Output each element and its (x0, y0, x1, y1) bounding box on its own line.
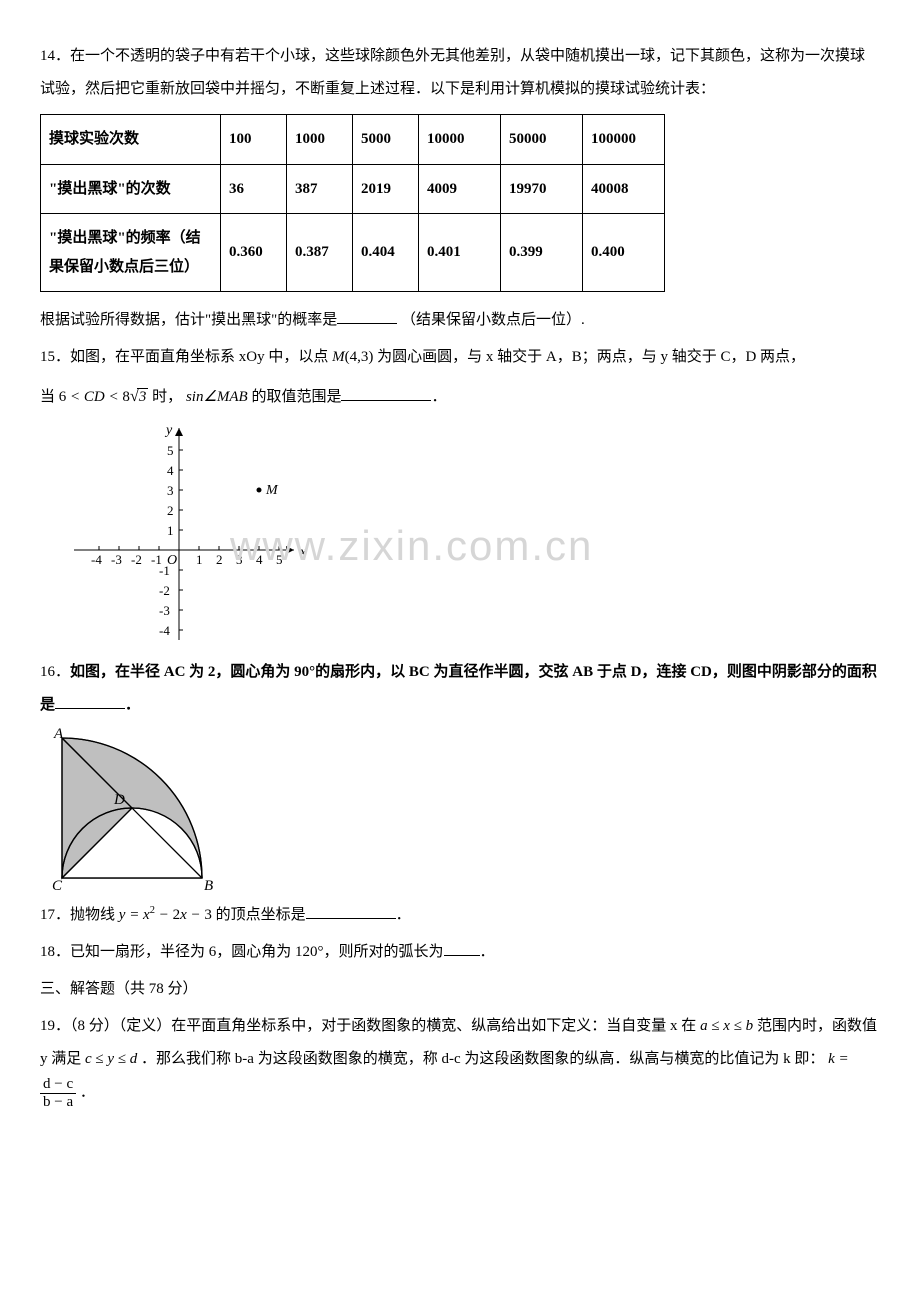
cell: 0.360 (221, 214, 287, 292)
svg-text:4: 4 (256, 552, 263, 567)
q14-table: 摸球实验次数 100 1000 5000 10000 50000 100000 … (40, 114, 665, 292)
svg-text:-3: -3 (111, 552, 122, 567)
row-header: "摸出黑球"的频率（结果保留小数点后三位） (41, 214, 221, 292)
fraction: d − c b − a (40, 1076, 76, 1110)
cell: 0.387 (287, 214, 353, 292)
cell: 40008 (583, 164, 665, 214)
q14-text2: 根据试验所得数据，估计"摸出黑球"的概率是 （结果保留小数点后一位）. (40, 304, 880, 337)
svg-text:A: A (53, 728, 64, 742)
cell: 36 (221, 164, 287, 214)
cell: 0.399 (501, 214, 583, 292)
cell: 5000 (353, 115, 419, 165)
cell: 0.404 (353, 214, 419, 292)
cell: 100 (221, 115, 287, 165)
svg-text:1: 1 (196, 552, 203, 567)
blank (444, 941, 480, 956)
sin-expr: sin∠MAB (186, 389, 248, 405)
cell: 387 (287, 164, 353, 214)
blank (337, 309, 397, 324)
table-row: 摸球实验次数 100 1000 5000 10000 50000 100000 (41, 115, 665, 165)
row-header: "摸出黑球"的次数 (41, 164, 221, 214)
cell: 0.401 (419, 214, 501, 292)
svg-text:C: C (52, 878, 63, 893)
blank (341, 386, 431, 401)
cell: 0.400 (583, 214, 665, 292)
svg-text:B: B (204, 878, 213, 893)
k-eq: k = (828, 1051, 849, 1067)
q15-coordinate-figure: -4-3-2-112345 12345-1-2-3-4 O x y M (64, 420, 404, 650)
svg-text:2: 2 (167, 503, 174, 518)
svg-text:3: 3 (236, 552, 243, 567)
origin-label: O (167, 553, 177, 568)
svg-text:3: 3 (167, 483, 174, 498)
q16-num: 16． (40, 664, 70, 680)
q19-num: 19． (40, 1018, 70, 1034)
m-point: M(4,3) (332, 349, 373, 365)
q15-line1: 15．如图，在平面直角坐标系 xOy 中，以点 M(4,3) 为圆心画圆，与 x… (40, 341, 880, 374)
cell: 4009 (419, 164, 501, 214)
svg-text:-4: -4 (159, 623, 170, 638)
row-header: 摸球实验次数 (41, 115, 221, 165)
q17-num: 17． (40, 907, 70, 923)
svg-text:D: D (113, 792, 125, 808)
cell: 1000 (287, 115, 353, 165)
blank (306, 904, 396, 919)
q18-num: 18． (40, 944, 70, 960)
point-m-label: M (265, 483, 279, 498)
q16-sector-figure: A B C D (44, 728, 219, 893)
table-row: "摸出黑球"的频率（结果保留小数点后三位） 0.360 0.387 0.404 … (41, 214, 665, 292)
svg-text:4: 4 (167, 463, 174, 478)
cell: 50000 (501, 115, 583, 165)
q14-num: 14． (40, 48, 70, 64)
cell: 2019 (353, 164, 419, 214)
cell: 100000 (583, 115, 665, 165)
q15-figure-wrap: www.zixin.com.cn -4-3-2-112345 12345-1-2… (40, 420, 880, 650)
ineq-cd: c ≤ y ≤ d (85, 1051, 137, 1067)
section3-heading: 三、解答题（共 78 分） (40, 973, 880, 1006)
cell: 19970 (501, 164, 583, 214)
svg-text:-4: -4 (91, 552, 102, 567)
svg-text:5: 5 (276, 552, 283, 567)
inequality: 6 < CD < 8√3 (59, 389, 149, 405)
q15-line2: 当 6 < CD < 8√3 时， sin∠MAB 的取值范围是． (40, 378, 880, 414)
q18-text: 18．已知一扇形，半径为 6，圆心角为 120°，则所对的弧长为． (40, 936, 880, 969)
parabola-eq: y = x2 − 2x − 3 (119, 907, 212, 923)
q17-text: 17．抛物线 y = x2 − 2x − 3 的顶点坐标是． (40, 899, 880, 932)
cell: 10000 (419, 115, 501, 165)
q19-line1: 19．（8 分）（定义）在平面直角坐标系中，对于函数图象的横宽、纵高给出如下定义… (40, 1010, 880, 1110)
svg-text:-2: -2 (159, 583, 170, 598)
ineq-ab: a ≤ x ≤ b (700, 1018, 753, 1034)
svg-text:-3: -3 (159, 603, 170, 618)
svg-text:2: 2 (216, 552, 223, 567)
q16-text: 16．如图，在半径 AC 为 2，圆心角为 90°的扇形内，以 BC 为直径作半… (40, 656, 880, 722)
q15-num: 15． (40, 349, 70, 365)
svg-text:1: 1 (167, 523, 174, 538)
svg-text:5: 5 (167, 443, 174, 458)
x-axis-label: x (299, 545, 307, 560)
blank (55, 694, 125, 709)
svg-text:-2: -2 (131, 552, 142, 567)
y-axis-label: y (164, 423, 173, 438)
q14-text1: 14．在一个不透明的袋子中有若干个小球，这些球除颜色外无其他差别，从袋中随机摸出… (40, 40, 880, 106)
table-row: "摸出黑球"的次数 36 387 2019 4009 19970 40008 (41, 164, 665, 214)
